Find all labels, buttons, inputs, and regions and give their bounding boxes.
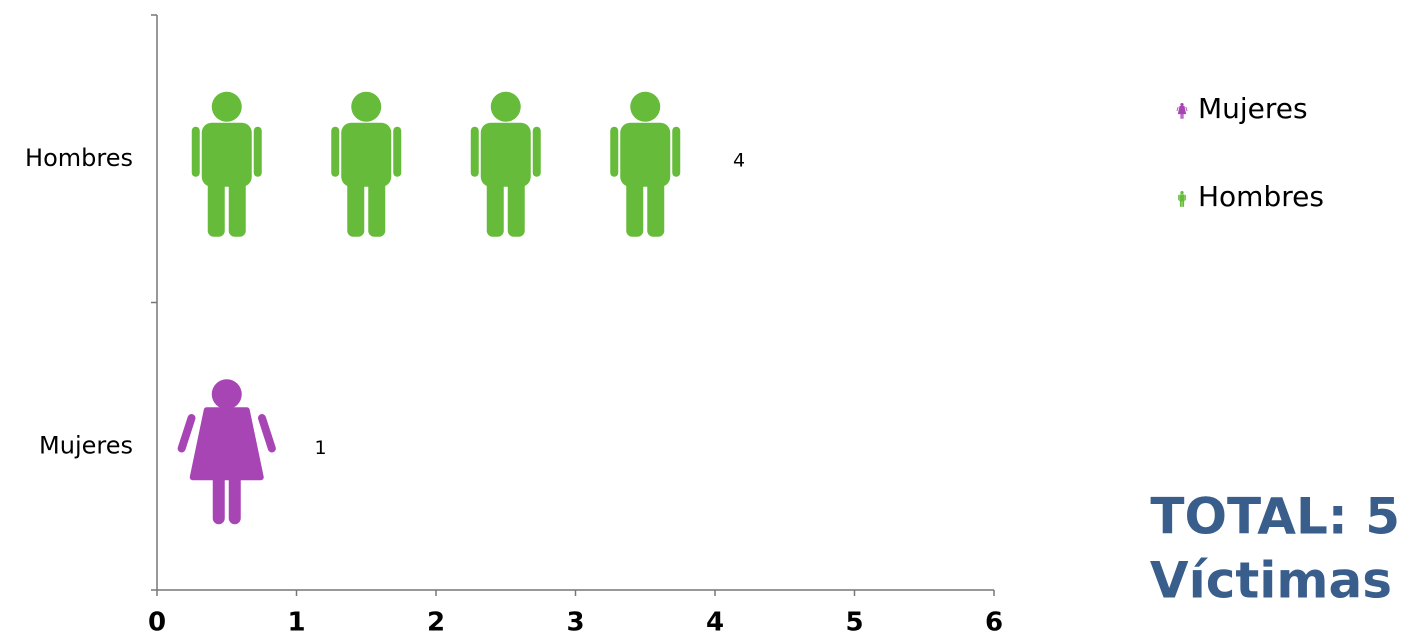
icon-arm: [1185, 106, 1188, 112]
icon-torso: [341, 122, 392, 187]
icon-leg: [1180, 113, 1182, 119]
icon-arm: [672, 126, 681, 177]
bar: [177, 379, 276, 525]
icon-arm: [610, 126, 619, 177]
icon-torso: [201, 122, 252, 187]
icon-arm: [331, 126, 340, 177]
icon-dress: [1177, 106, 1187, 115]
icon-head: [351, 91, 382, 122]
icon-leg: [647, 174, 665, 237]
x-tick-label: 1: [287, 608, 305, 636]
value-label: 1: [315, 437, 327, 459]
legend-label: Hombres: [1198, 180, 1324, 213]
icon-leg: [1179, 200, 1182, 207]
icon-torso: [1179, 194, 1185, 202]
icon-leg: [212, 472, 225, 525]
icon-arm: [177, 414, 196, 453]
icon-arm: [253, 126, 262, 177]
legend-icon: [1178, 190, 1186, 207]
x-tick-label: 4: [706, 608, 724, 636]
icon-torso: [620, 122, 671, 187]
icon-leg: [368, 174, 386, 237]
category-label: Mujeres: [39, 431, 133, 459]
icon-arm: [470, 126, 479, 177]
icon-leg: [228, 472, 241, 525]
icon-arm: [532, 126, 541, 177]
icon-arm: [393, 126, 402, 177]
x-tick-label: 2: [427, 608, 445, 636]
icon-leg: [347, 174, 365, 237]
icon-arm: [191, 126, 200, 177]
icon-leg: [1182, 200, 1185, 207]
icon-head: [211, 91, 242, 122]
icon-leg: [228, 174, 246, 237]
value-label: 4: [733, 149, 745, 171]
x-tick-label: 0: [148, 608, 166, 636]
annotation: TOTAL: 5: [1150, 488, 1400, 546]
bar: [191, 91, 681, 237]
icon-arm: [1176, 106, 1179, 112]
icon-leg: [507, 174, 525, 237]
icon-arm: [1178, 194, 1180, 201]
icon-torso: [480, 122, 531, 187]
annotation: Víctimas: [1150, 552, 1392, 610]
legend-icon: [1176, 102, 1188, 119]
icon-leg: [626, 174, 644, 237]
x-tick-label: 6: [985, 608, 1003, 636]
icon-head: [211, 379, 242, 410]
icon-arm: [1184, 194, 1186, 201]
icon-head: [1180, 102, 1184, 107]
icon-head: [1180, 190, 1184, 195]
icon-leg: [207, 174, 225, 237]
icon-leg: [1182, 113, 1184, 119]
x-tick-label: 3: [566, 608, 584, 636]
icon-arm: [257, 414, 276, 453]
icon-head: [630, 91, 661, 122]
category-label: Hombres: [25, 144, 133, 172]
x-tick-label: 5: [845, 608, 863, 636]
legend-label: Mujeres: [1198, 92, 1308, 125]
icon-dress: [189, 407, 264, 481]
icon-head: [490, 91, 521, 122]
icon-leg: [486, 174, 504, 237]
